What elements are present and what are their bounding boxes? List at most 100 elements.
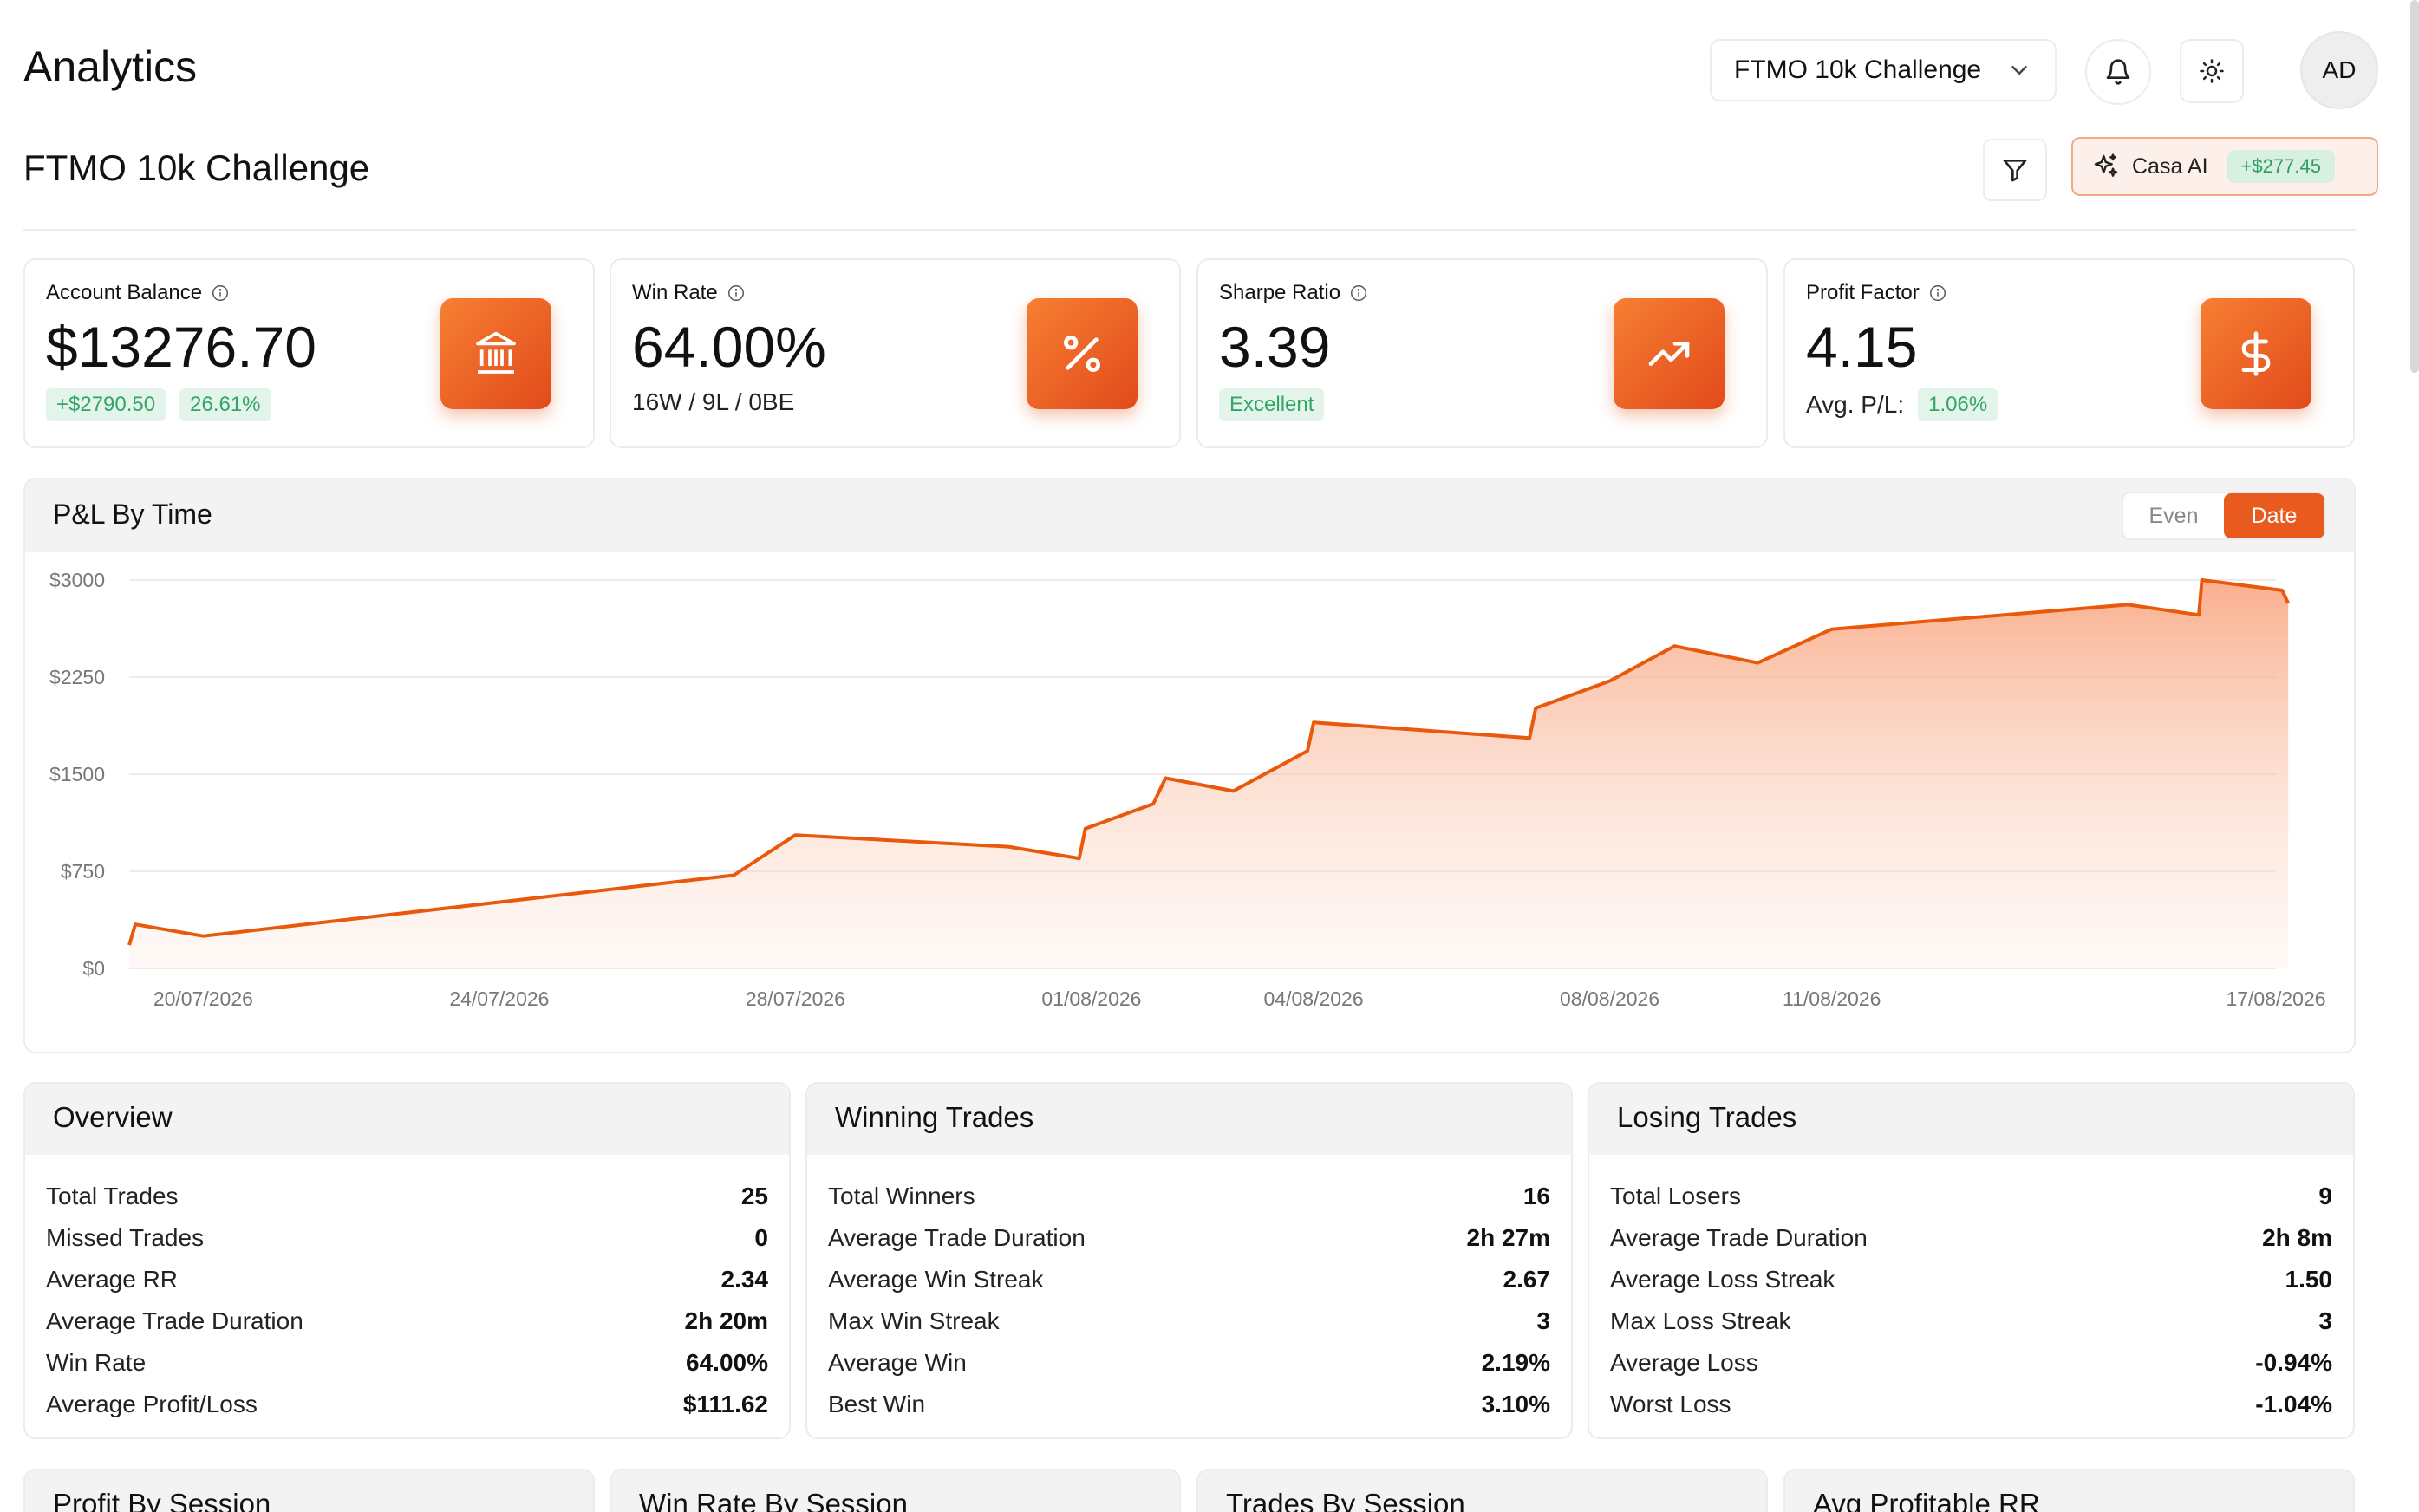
x-tick-label: 11/08/2026 bbox=[1783, 987, 1881, 1010]
row-value: 16 bbox=[1522, 1183, 1550, 1209]
row-value: 2.19% bbox=[1481, 1349, 1550, 1376]
trending-up-icon bbox=[1648, 342, 1690, 366]
profit-factor-label-text: Profit Factor bbox=[1806, 281, 1920, 304]
filter-button[interactable] bbox=[1983, 139, 2047, 201]
y-tick-label: $750 bbox=[61, 860, 105, 883]
account-select[interactable]: FTMO 10k Challenge bbox=[1710, 39, 2057, 101]
info-icon[interactable] bbox=[211, 284, 230, 303]
row-value: 2.67 bbox=[1503, 1266, 1551, 1293]
y-tick-label: $2250 bbox=[49, 666, 105, 688]
table-row: Average Win Streak 2.67 bbox=[828, 1259, 1550, 1300]
account-balance-badges: +$2790.50 26.61% bbox=[46, 388, 271, 421]
row-label: Win Rate bbox=[46, 1349, 147, 1376]
table-row: Average Win 2.19% bbox=[828, 1342, 1550, 1384]
win-rate-label-text: Win Rate bbox=[632, 281, 718, 304]
profit-factor-card: Profit Factor 4.15 Avg. P/L: 1.06% bbox=[1783, 258, 2355, 448]
profit-factor-avg: Avg. P/L: 1.06% bbox=[1806, 388, 1998, 421]
table-row: Average Trade Duration 2h 20m bbox=[46, 1300, 768, 1342]
row-label: Total Trades bbox=[46, 1183, 179, 1209]
table-row: Total Losers 9 bbox=[1610, 1176, 2332, 1217]
sharpe-ratio-value: 3.39 bbox=[1219, 315, 1331, 379]
row-label: Worst Loss bbox=[1610, 1391, 1731, 1418]
table-row: Max Win Streak 3 bbox=[828, 1300, 1550, 1342]
header-divider bbox=[23, 229, 2356, 231]
table-row: Worst Loss -1.04% bbox=[1610, 1384, 2332, 1425]
chevron-down-icon bbox=[2011, 66, 2027, 75]
row-value: 0 bbox=[754, 1224, 768, 1251]
row-value: $111.62 bbox=[682, 1391, 768, 1418]
casa-ai-badge: +$277.45 bbox=[2227, 150, 2335, 183]
table-row: Win Rate 64.00% bbox=[46, 1342, 768, 1384]
casa-ai-button[interactable]: Casa AI +$277.45 bbox=[2071, 137, 2378, 196]
sub-header: FTMO 10k Challenge Casa AI +$277.45 bbox=[23, 137, 2378, 205]
balance-percent-badge: 26.61% bbox=[179, 388, 271, 421]
table-row: Total Winners 16 bbox=[828, 1176, 1550, 1217]
row-value: 3.10% bbox=[1481, 1391, 1550, 1418]
casa-ai-label: Casa AI bbox=[2132, 153, 2208, 179]
stat-icon-bank bbox=[440, 298, 551, 409]
stat-icon-trend bbox=[1614, 298, 1725, 409]
pnl-chart-header: P&L By Time Even Date bbox=[25, 479, 2354, 552]
sharpe-quality-badge: Excellent bbox=[1219, 388, 1325, 421]
row-value: -1.04% bbox=[2255, 1391, 2332, 1418]
win-rate-card: Win Rate 64.00% 16W / 9L / 0BE bbox=[610, 258, 1181, 448]
losing-trades-card: Losing Trades Total Losers 9 Average Trade… bbox=[1588, 1082, 2355, 1439]
avg-pl-label: Avg. P/L: bbox=[1806, 391, 1905, 418]
win-rate-by-session-card: Win Rate By Session bbox=[610, 1469, 1181, 1512]
pnl-chart: $0 $750 $1500 $2250 $3000 20/07/2026 24/07/202… bbox=[49, 569, 2326, 1010]
toggle-even[interactable]: Even bbox=[2148, 503, 2199, 528]
row-label: Average Profit/Loss bbox=[46, 1391, 258, 1418]
winning-trades-rows: Total Winners 16 Average Trade Duration 2h … bbox=[807, 1155, 1571, 1425]
table-row: Max Loss Streak 3 bbox=[1610, 1300, 2332, 1342]
losing-trades-title: Losing Trades bbox=[1589, 1084, 2353, 1155]
page-title: Analytics bbox=[23, 42, 198, 91]
trades-by-session-title: Trades By Session bbox=[1226, 1488, 1465, 1512]
row-label: Missed Trades bbox=[46, 1224, 205, 1251]
profit-by-session-title: Profit By Session bbox=[53, 1488, 271, 1512]
info-icon[interactable] bbox=[727, 284, 746, 303]
y-tick-label: $0 bbox=[82, 957, 105, 980]
avatar[interactable]: AD bbox=[2300, 31, 2378, 109]
win-rate-label: Win Rate bbox=[632, 281, 746, 305]
profit-factor-label: Profit Factor bbox=[1806, 281, 1947, 305]
x-tick-label: 08/08/2026 bbox=[1560, 987, 1659, 1010]
row-label: Max Loss Streak bbox=[1610, 1307, 1791, 1334]
row-label: Total Winners bbox=[828, 1183, 975, 1209]
bell-icon bbox=[2106, 59, 2130, 85]
losing-trades-rows: Total Losers 9 Average Trade Duration 2h 8m… bbox=[1589, 1155, 2353, 1425]
overview-title: Overview bbox=[25, 1084, 789, 1155]
row-label: Average Win Streak bbox=[828, 1266, 1044, 1293]
bank-icon bbox=[476, 331, 516, 374]
account-select-value: FTMO 10k Challenge bbox=[1734, 55, 1982, 84]
row-value: 64.00% bbox=[686, 1349, 768, 1376]
table-row: Missed Trades 0 bbox=[46, 1217, 768, 1259]
x-axis-mode-toggle: Even Date bbox=[2122, 492, 2326, 540]
sharpe-ratio-badges: Excellent bbox=[1219, 388, 1325, 421]
pnl-area bbox=[129, 580, 2289, 968]
y-tick-label: $3000 bbox=[49, 569, 105, 591]
row-label: Average RR bbox=[46, 1266, 179, 1293]
info-icon[interactable] bbox=[1928, 284, 1947, 303]
page-scrollbar[interactable] bbox=[2410, 0, 2419, 373]
account-balance-value: $13276.70 bbox=[46, 315, 316, 379]
stat-icon-percent bbox=[1027, 298, 1138, 409]
overview-card: Overview Total Trades 25 Missed Trades 0 Ave… bbox=[23, 1082, 791, 1439]
x-tick-label: 04/08/2026 bbox=[1264, 987, 1364, 1010]
winning-trades-card: Winning Trades Total Winners 16 Average Tr… bbox=[805, 1082, 1573, 1439]
win-rate-by-session-title: Win Rate By Session bbox=[639, 1488, 908, 1512]
balance-change-badge: +$2790.50 bbox=[46, 388, 166, 421]
table-row: Average Trade Duration 2h 27m bbox=[828, 1217, 1550, 1259]
sharpe-ratio-label-text: Sharpe Ratio bbox=[1219, 281, 1341, 304]
toggle-date[interactable]: Date bbox=[2224, 493, 2324, 538]
winning-trades-title: Winning Trades bbox=[807, 1084, 1571, 1155]
table-row: Total Trades 25 bbox=[46, 1176, 768, 1217]
notifications-button[interactable] bbox=[2085, 39, 2151, 105]
theme-toggle-button[interactable] bbox=[2180, 39, 2244, 103]
row-value: 3 bbox=[2318, 1307, 2332, 1334]
row-label: Best Win bbox=[828, 1391, 926, 1418]
account-title: FTMO 10k Challenge bbox=[23, 147, 370, 188]
y-tick-label: $1500 bbox=[49, 763, 105, 785]
account-balance-label-text: Account Balance bbox=[46, 281, 203, 304]
row-label: Total Losers bbox=[1610, 1183, 1741, 1209]
info-icon[interactable] bbox=[1349, 284, 1368, 303]
